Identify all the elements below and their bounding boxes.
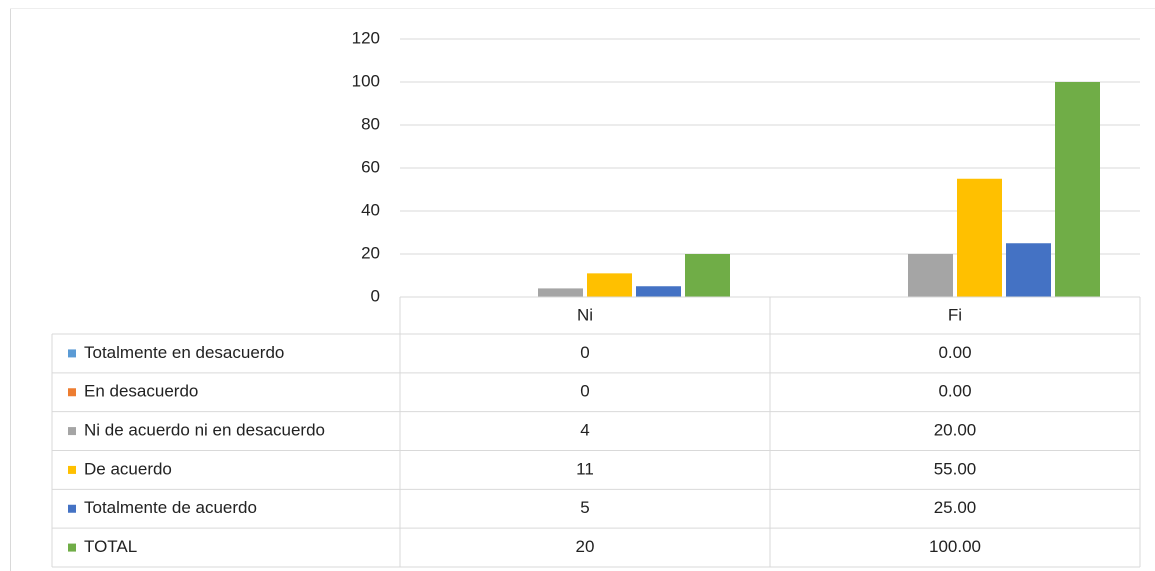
bar — [957, 178, 1002, 297]
legend-label: En desacuerdo — [84, 382, 198, 401]
legend-key — [68, 504, 76, 513]
bar — [538, 288, 583, 297]
table-value: 20 — [576, 537, 595, 556]
legend-label: Totalmente en desacuerdo — [84, 343, 284, 362]
x-tick-label: Fi — [948, 305, 962, 324]
bar — [1055, 82, 1100, 297]
legend-key — [68, 465, 76, 474]
table-value: 0 — [580, 382, 589, 401]
bar — [587, 273, 632, 297]
legend-label: Totalmente de acuerdo — [84, 498, 257, 517]
bar — [908, 254, 953, 297]
table-value: 11 — [576, 459, 594, 478]
y-tick-label: 80 — [361, 114, 380, 133]
x-tick-label: Ni — [577, 305, 593, 324]
y-tick-label: 100 — [352, 71, 380, 90]
legend-key — [68, 349, 76, 358]
y-tick-label: 20 — [361, 243, 380, 262]
table-value: 0.00 — [938, 343, 971, 362]
bar — [685, 254, 730, 297]
table-value: 0.00 — [938, 382, 971, 401]
legend-key — [68, 427, 76, 436]
table-value: 0 — [580, 343, 589, 362]
bar — [636, 286, 681, 297]
table-value: 5 — [580, 498, 589, 517]
legend-label: TOTAL — [84, 537, 137, 556]
legend-key — [68, 388, 76, 397]
table-value: 4 — [580, 421, 589, 440]
y-tick-label: 60 — [361, 157, 380, 176]
table-value: 55.00 — [934, 459, 977, 478]
legend-key — [68, 543, 76, 552]
table-value: 100.00 — [929, 537, 981, 556]
legend-label: De acuerdo — [84, 459, 172, 478]
y-tick-label: 40 — [361, 200, 380, 219]
y-tick-label: 120 — [352, 28, 380, 47]
y-tick-label: 0 — [371, 286, 380, 305]
legend-label: Ni de acuerdo ni en desacuerdo — [84, 421, 325, 440]
table-value: 20.00 — [934, 421, 977, 440]
table-value: 25.00 — [934, 498, 977, 517]
bar — [1006, 243, 1051, 297]
